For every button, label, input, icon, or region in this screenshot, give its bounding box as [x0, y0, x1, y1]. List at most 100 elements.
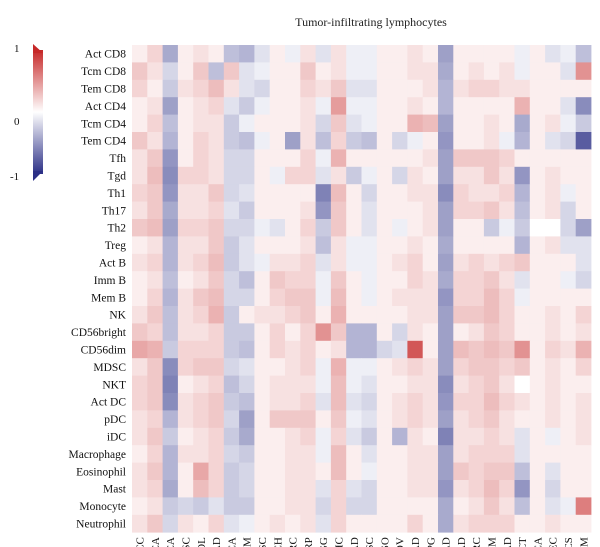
heatmap-cell-act-cd4-esca — [223, 97, 240, 115]
heatmap-cell-pdc-read — [453, 410, 469, 429]
heatmap-cell-mdsc-stad — [499, 358, 515, 376]
heatmap-cell-cd56bright-prad — [438, 323, 454, 342]
column-label-skcm: SKCM — [487, 537, 499, 547]
heatmap-cell-treg-acc — [132, 236, 148, 255]
heatmap-cell-act-cd4-kirc — [285, 97, 301, 115]
heatmap-cell-act-b-lihc — [330, 253, 347, 272]
heatmap-cell-th1-read — [453, 184, 469, 202]
heatmap-cell-tem-cd4-blca — [147, 132, 163, 150]
heatmap-cell-treg-paad — [407, 236, 424, 255]
column-label-lusc: LUSC — [364, 537, 376, 547]
heatmap-cell-nk-blca — [147, 306, 163, 324]
heatmap-cell-cd56dim-paad — [407, 340, 424, 359]
heatmap-cell-treg-uvm — [575, 236, 592, 255]
heatmap-cell-neutrophil-luad — [346, 514, 362, 533]
heatmap-cell-tem-cd8-ucs — [560, 79, 577, 98]
heatmap-cell-act-cd4-ov — [392, 97, 408, 115]
heatmap-cell-cd56dim-gbm — [239, 340, 255, 359]
heatmap-cell-macrophage-meso — [376, 445, 393, 463]
heatmap-cell-mast-kirc — [285, 480, 301, 498]
heatmap-cell-tfh-thca — [529, 149, 546, 168]
heatmap-cell-tem-cd8-lgg — [315, 79, 332, 98]
heatmap-cell-cd56dim-ov — [392, 340, 408, 359]
heatmap-cell-imm-b-cesc — [177, 271, 194, 289]
heatmap-cell-tcm-cd8-meso — [376, 62, 393, 81]
heatmap-cell-pdc-lgg — [315, 410, 332, 429]
heatmap-cell-macrophage-prad — [438, 445, 454, 463]
heatmap-cell-act-cd4-thca — [529, 97, 546, 115]
heatmap-cell-nk-read — [453, 306, 469, 324]
heatmap-cell-tcm-cd4-thca — [529, 114, 546, 133]
heatmap-cell-imm-b-gbm — [239, 271, 255, 289]
heatmap-cell-tem-cd8-meso — [376, 79, 393, 98]
heatmap-cell-treg-ov — [392, 236, 408, 255]
heatmap-cell-cd56bright-tgct — [514, 323, 531, 342]
heatmap-cell-treg-sarc — [468, 236, 485, 255]
heatmap-cell-monocyte-thca — [529, 497, 546, 516]
heatmap-cell-neutrophil-sarc — [468, 514, 485, 533]
heatmap-cell-nk-esca — [223, 306, 240, 324]
heatmap-cell-th17-thca — [529, 201, 546, 220]
heatmap-cell-idc-luad — [346, 427, 362, 446]
heatmap-cell-cd56bright-stad — [499, 323, 515, 342]
heatmap-cell-imm-b-ov — [392, 271, 408, 289]
heatmap-cell-act-dc-luad — [346, 393, 362, 411]
heatmap-cell-idc-lihc — [330, 427, 347, 446]
column-label-lgg: LGG — [318, 537, 330, 547]
heatmap-cell-th2-thca — [529, 219, 546, 237]
heatmap-cell-treg-blca — [147, 236, 163, 255]
heatmap-cell-eosinophil-stad — [499, 462, 515, 481]
heatmap-cell-nkt-prad — [438, 375, 454, 394]
heatmap-cell-nk-skcm — [483, 306, 500, 324]
heatmap-cell-act-cd4-gbm — [239, 97, 255, 115]
heatmap-cell-cd56dim-prad — [438, 340, 454, 359]
row-label-tcm-cd8: Tcm CD8 — [81, 66, 126, 78]
heatmap-cell-eosinophil-tgct — [514, 462, 531, 481]
heatmap-cell-tem-cd8-paad — [407, 79, 424, 98]
heatmap-cell-treg-chol — [193, 236, 209, 255]
heatmap-cell-act-b-ucs — [560, 253, 577, 272]
heatmap-cell-th1-chol — [193, 184, 209, 202]
heatmap-cell-tem-cd8-hnsc — [254, 79, 271, 98]
heatmap-cell-cd56dim-ucec — [545, 340, 561, 359]
heatmap-cell-idc-chol — [193, 427, 209, 446]
heatmap-cell-th2-ucec — [545, 219, 561, 237]
heatmap-cell-idc-cesc — [177, 427, 194, 446]
heatmap-cell-mem-b-thca — [529, 288, 546, 307]
heatmap-cell-th1-lgg — [315, 184, 332, 202]
heatmap-cell-act-cd4-acc — [132, 97, 148, 115]
heatmap-cell-tfh-sarc — [468, 149, 485, 168]
heatmap-cell-act-cd4-chol — [193, 97, 209, 115]
heatmap-cell-act-cd4-stad — [499, 97, 515, 115]
heatmap-cell-monocyte-read — [453, 497, 469, 516]
heatmap-cell-mdsc-thca — [529, 358, 546, 376]
heatmap-cell-neutrophil-thca — [529, 514, 546, 533]
heatmap-cell-idc-esca — [223, 427, 240, 446]
heatmap-cell-mdsc-ov — [392, 358, 408, 376]
heatmap-cell-mast-lihc — [330, 480, 347, 498]
heatmap-cell-act-b-skcm — [483, 253, 500, 272]
heatmap-cell-cd56dim-stad — [499, 340, 515, 359]
heatmap-cell-neutrophil-uvm — [575, 514, 592, 533]
heatmap-cell-act-cd8-kirc — [285, 45, 301, 63]
heatmap-cell-nk-chol — [193, 306, 209, 324]
heatmap-cell-nkt-tgct — [514, 375, 531, 394]
heatmap-cell-cd56dim-lusc — [361, 340, 378, 359]
column-label-read: READ — [456, 537, 468, 547]
heatmap-cell-mast-coad — [208, 480, 225, 498]
heatmap-cell-macrophage-acc — [132, 445, 148, 463]
heatmap-cell-th2-esca — [223, 219, 240, 237]
heatmap-cell-cd56dim-esca — [223, 340, 240, 359]
heatmap-cell-th2-lusc — [361, 219, 378, 237]
column-label-blca: BLCA — [150, 537, 162, 547]
heatmap-cell-macrophage-tgct — [514, 445, 531, 463]
heatmap-cell-nkt-acc — [132, 375, 148, 394]
heatmap-cell-imm-b-luad — [346, 271, 362, 289]
heatmap-cell-tem-cd4-esca — [223, 132, 240, 150]
heatmap-cell-th2-read — [453, 219, 469, 237]
heatmap-cell-act-cd4-lgg — [315, 97, 332, 115]
heatmap-cell-tem-cd4-chol — [193, 132, 209, 150]
heatmap-cell-monocyte-brca — [162, 497, 179, 516]
heatmap-cell-th1-ucs — [560, 184, 577, 202]
heatmap-cell-tfh-kich — [269, 149, 286, 168]
